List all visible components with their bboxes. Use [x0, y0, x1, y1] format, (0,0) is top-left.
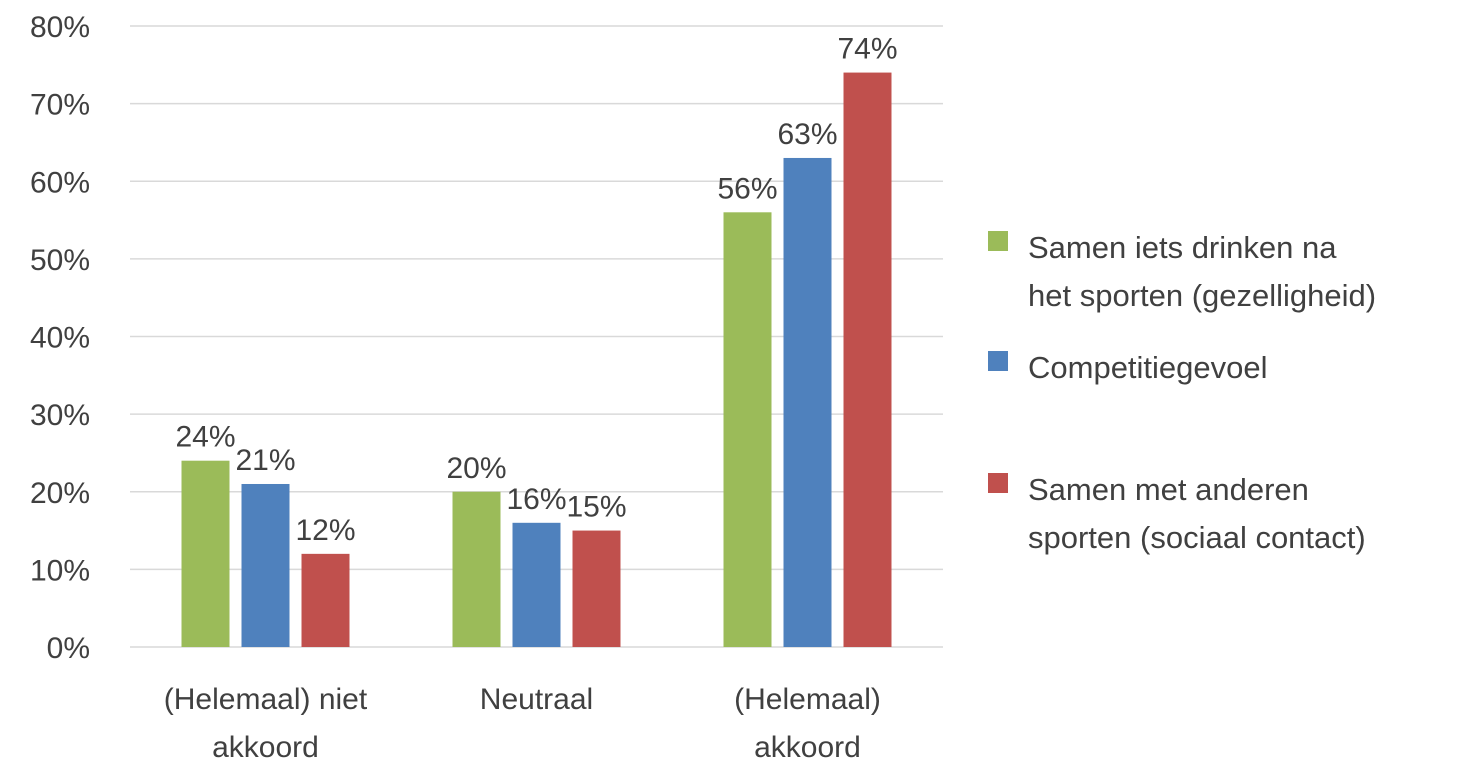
y-tick-label: 60% [30, 166, 90, 199]
x-category-label: (Helemaal) [734, 683, 881, 716]
data-label: 56% [717, 172, 777, 205]
bar [512, 522, 561, 647]
bars [181, 72, 892, 648]
x-axis-category-labels: (Helemaal) niet akkoord Neutraal (Helemaal)… [164, 683, 881, 764]
legend-label: sporten (sociaal contact) [1028, 520, 1366, 555]
data-label: 24% [175, 421, 235, 454]
bar [452, 491, 501, 647]
y-tick-label: 30% [30, 399, 90, 432]
bar [301, 553, 350, 647]
data-label: 15% [566, 491, 626, 524]
bar [723, 212, 772, 648]
data-label: 20% [446, 452, 506, 485]
x-category-label: akkoord [754, 731, 861, 764]
y-tick-label: 50% [30, 244, 90, 277]
legend-label: Competitiegevoel [1028, 350, 1268, 385]
data-label: 16% [506, 483, 566, 516]
data-label: 74% [837, 33, 897, 66]
bar [181, 460, 230, 647]
y-tick-label: 20% [30, 477, 90, 510]
bar [572, 530, 621, 647]
y-tick-label: 0% [47, 632, 90, 665]
y-tick-label: 80% [30, 11, 90, 44]
bar [241, 483, 290, 647]
legend-swatch [988, 473, 1008, 493]
x-category-label: Neutraal [480, 683, 593, 716]
data-label: 63% [777, 118, 837, 151]
legend: Samen iets drinken na het sporten (gezell… [988, 230, 1376, 555]
legend-label: Samen met anderen [1028, 472, 1309, 507]
y-axis-tick-labels: 0% 10% 20% 30% 40% 50% 60% 70% 80% [30, 11, 90, 665]
data-label: 21% [235, 444, 295, 477]
bar [843, 72, 892, 647]
legend-label: Samen iets drinken na [1028, 230, 1337, 265]
data-label: 12% [295, 514, 355, 547]
legend-swatch [988, 231, 1008, 251]
x-category-label: (Helemaal) niet [164, 683, 368, 716]
data-labels: 24%21% 12% 20%16% 15% 56%63% 74% [175, 33, 897, 547]
y-tick-label: 70% [30, 89, 90, 122]
legend-swatch [988, 351, 1008, 371]
bar [783, 157, 832, 647]
y-tick-label: 40% [30, 322, 90, 355]
y-tick-label: 10% [30, 554, 90, 587]
legend-label: het sporten (gezelligheid) [1028, 278, 1376, 313]
x-category-label: akkoord [212, 731, 319, 764]
